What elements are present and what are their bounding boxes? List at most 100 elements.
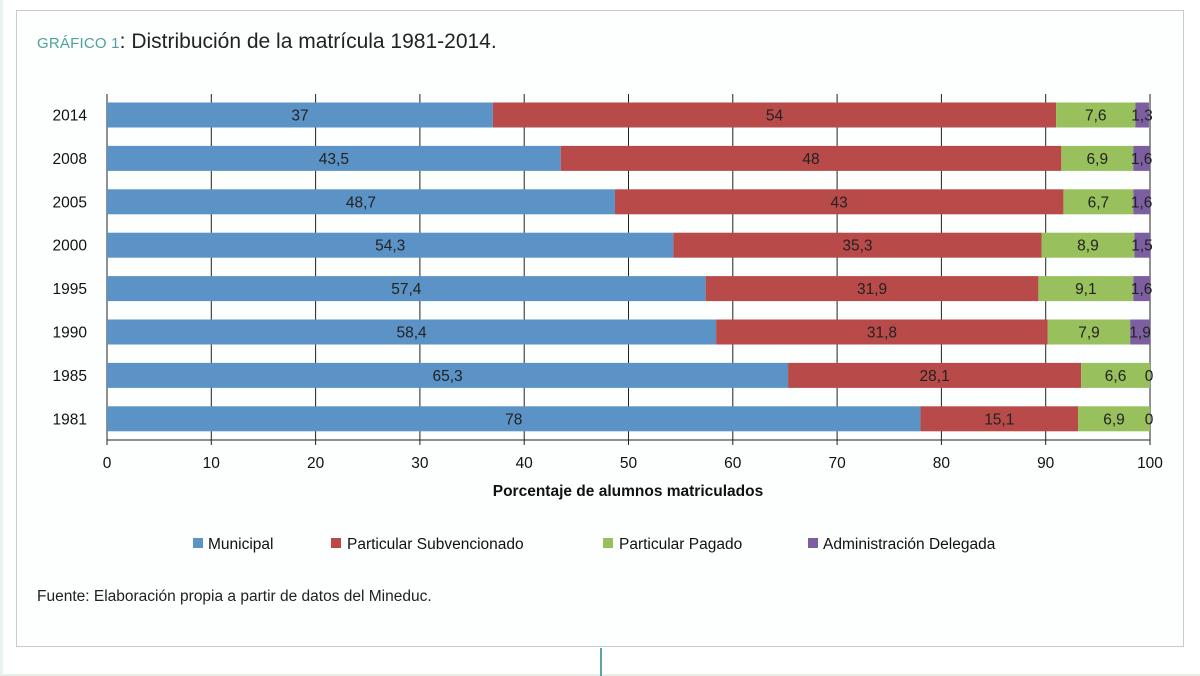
bar-segment (107, 276, 706, 302)
bar-segment (788, 362, 1082, 388)
bar-segment (1063, 189, 1134, 215)
bar-segment (1041, 232, 1135, 258)
bar-segment (1130, 319, 1150, 345)
data-label: 8,9 (1077, 238, 1099, 255)
data-label: 57,4 (391, 281, 422, 298)
data-label: 6,6 (1105, 368, 1127, 385)
bar-segment (107, 362, 789, 388)
page-edge-left (0, 0, 3, 676)
chart-title: GRÁFICO 1: Distribución de la matrícula … (37, 30, 497, 54)
bar-segment (614, 189, 1064, 215)
x-axis-label: Porcentaje de alumnos matriculados (493, 483, 763, 500)
bar-segment (1133, 276, 1150, 302)
bar-segment (1061, 145, 1134, 171)
data-label: 48,7 (346, 194, 376, 211)
data-label: 37 (291, 108, 308, 125)
data-label: 43 (831, 194, 848, 211)
x-tick-label: 50 (620, 455, 638, 472)
data-label: 6,7 (1088, 194, 1110, 211)
y-tick-label: 1981 (53, 411, 87, 428)
x-tick-label: 90 (1037, 455, 1055, 472)
source-note: Fuente: Elaboración propia a partir de d… (37, 588, 432, 605)
data-label: 54 (766, 108, 784, 125)
data-label: 0 (1145, 368, 1154, 385)
bar-segment (1056, 102, 1136, 128)
data-label: 1,6 (1131, 151, 1153, 168)
bar-segment (1133, 189, 1150, 215)
data-label: 28,1 (920, 368, 950, 385)
data-label: 1,5 (1131, 238, 1153, 255)
chart-title-text: Distribución de la matrícula 1981-2014. (131, 30, 497, 53)
chart-title-label: GRÁFICO 1 (37, 35, 120, 52)
x-tick-label: 0 (103, 455, 112, 472)
data-label: 35,3 (842, 238, 872, 255)
bar-segment (1135, 102, 1149, 128)
legend-label: Particular Pagado (619, 536, 742, 553)
y-tick-label: 2005 (53, 194, 87, 211)
bar-segment (107, 406, 921, 432)
data-label: 15,1 (984, 411, 1014, 428)
legend-swatch (193, 538, 203, 548)
bar-segment (107, 145, 561, 171)
data-label: 7,6 (1085, 108, 1107, 125)
bar-segment (492, 102, 1057, 128)
y-tick-label: 2014 (53, 108, 88, 125)
bar-segment (1078, 406, 1150, 432)
bar-segment (673, 232, 1042, 258)
x-tick-label: 10 (203, 455, 221, 472)
data-label: 48 (802, 151, 819, 168)
data-label: 1,9 (1129, 325, 1151, 342)
data-label: 58,4 (396, 325, 427, 342)
bar-labels: 37 54 7,6 1,3 43,5 48 6,9 1,6 48,7 43 6,7 1,6 54,3 35… (291, 108, 1153, 429)
y-tick-label: 1985 (53, 368, 87, 385)
data-label: 1,6 (1131, 194, 1153, 211)
x-tick-label: 40 (516, 455, 534, 472)
legend: Municipal Particular Subvencionado Particu… (193, 536, 996, 553)
bar-segment (1081, 362, 1150, 388)
chart-title-separator: : (119, 30, 132, 53)
x-tick-label: 80 (933, 455, 951, 472)
data-label: 6,9 (1087, 151, 1109, 168)
bar-segment (1134, 232, 1150, 258)
x-tick-label: 30 (411, 455, 429, 472)
page-divider (600, 648, 602, 676)
data-label: 0 (1145, 411, 1154, 428)
data-label: 78 (505, 411, 522, 428)
x-tick-label: 60 (724, 455, 742, 472)
y-axis: 2014 2008 2005 2000 1995 1990 1985 1981 (53, 108, 88, 429)
legend-swatch (331, 538, 341, 548)
data-label: 31,8 (867, 325, 897, 342)
bar-segment (107, 189, 615, 215)
legend-label: Municipal (208, 536, 273, 553)
x-axis: 0 10 20 30 40 50 60 70 80 90 100 (103, 439, 1163, 472)
legend-label: Administración Delegada (823, 536, 996, 553)
y-tick-label: 1995 (53, 281, 87, 298)
bar-segment (716, 319, 1048, 345)
bar-segment (1047, 319, 1131, 345)
y-tick-label: 2008 (53, 151, 87, 168)
legend-label: Particular Subvencionado (347, 536, 524, 553)
bar-segment (107, 319, 717, 345)
x-tick-label: 70 (828, 455, 846, 472)
bar-segment (1133, 145, 1150, 171)
y-tick-label: 1990 (53, 325, 88, 342)
x-tick-label: 100 (1137, 455, 1163, 472)
data-label: 31,9 (857, 281, 887, 298)
legend-swatch (808, 538, 818, 548)
legend-swatch (603, 538, 613, 548)
data-label: 1,6 (1131, 281, 1153, 298)
data-label: 54,3 (375, 238, 405, 255)
data-label: 7,9 (1078, 325, 1100, 342)
bar-segment (705, 276, 1039, 302)
bar-segment (1038, 276, 1134, 302)
data-label: 43,5 (319, 151, 349, 168)
data-label: 6,9 (1103, 411, 1125, 428)
y-tick-label: 2000 (53, 238, 88, 255)
bar-segment (107, 102, 493, 128)
bar-segment (107, 232, 674, 258)
x-tick-label: 20 (307, 455, 325, 472)
data-label: 1,3 (1131, 108, 1153, 125)
bar-segment (560, 145, 1062, 171)
data-label: 9,1 (1075, 281, 1097, 298)
